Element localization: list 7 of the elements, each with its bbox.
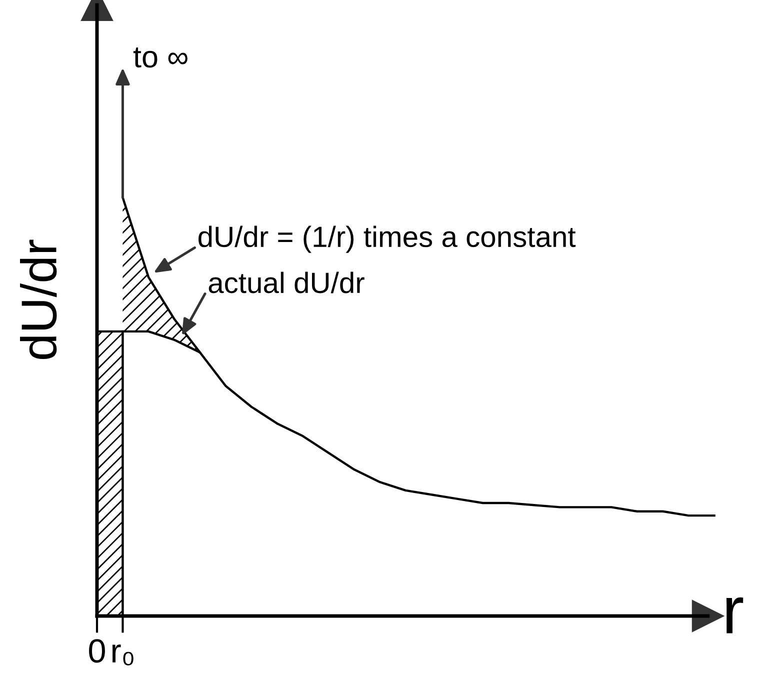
annotation: actual dU/dr [208,272,364,294]
annotation: dU/dr = (1/r) times a constant [198,226,576,253]
x-tick-label: r₀ [112,644,134,666]
y-axis-title: dU/dr [20,240,57,360]
text: to ∞ [133,48,188,68]
x-tick-label: 0 [89,639,105,663]
x-axis-title: r [726,597,744,634]
